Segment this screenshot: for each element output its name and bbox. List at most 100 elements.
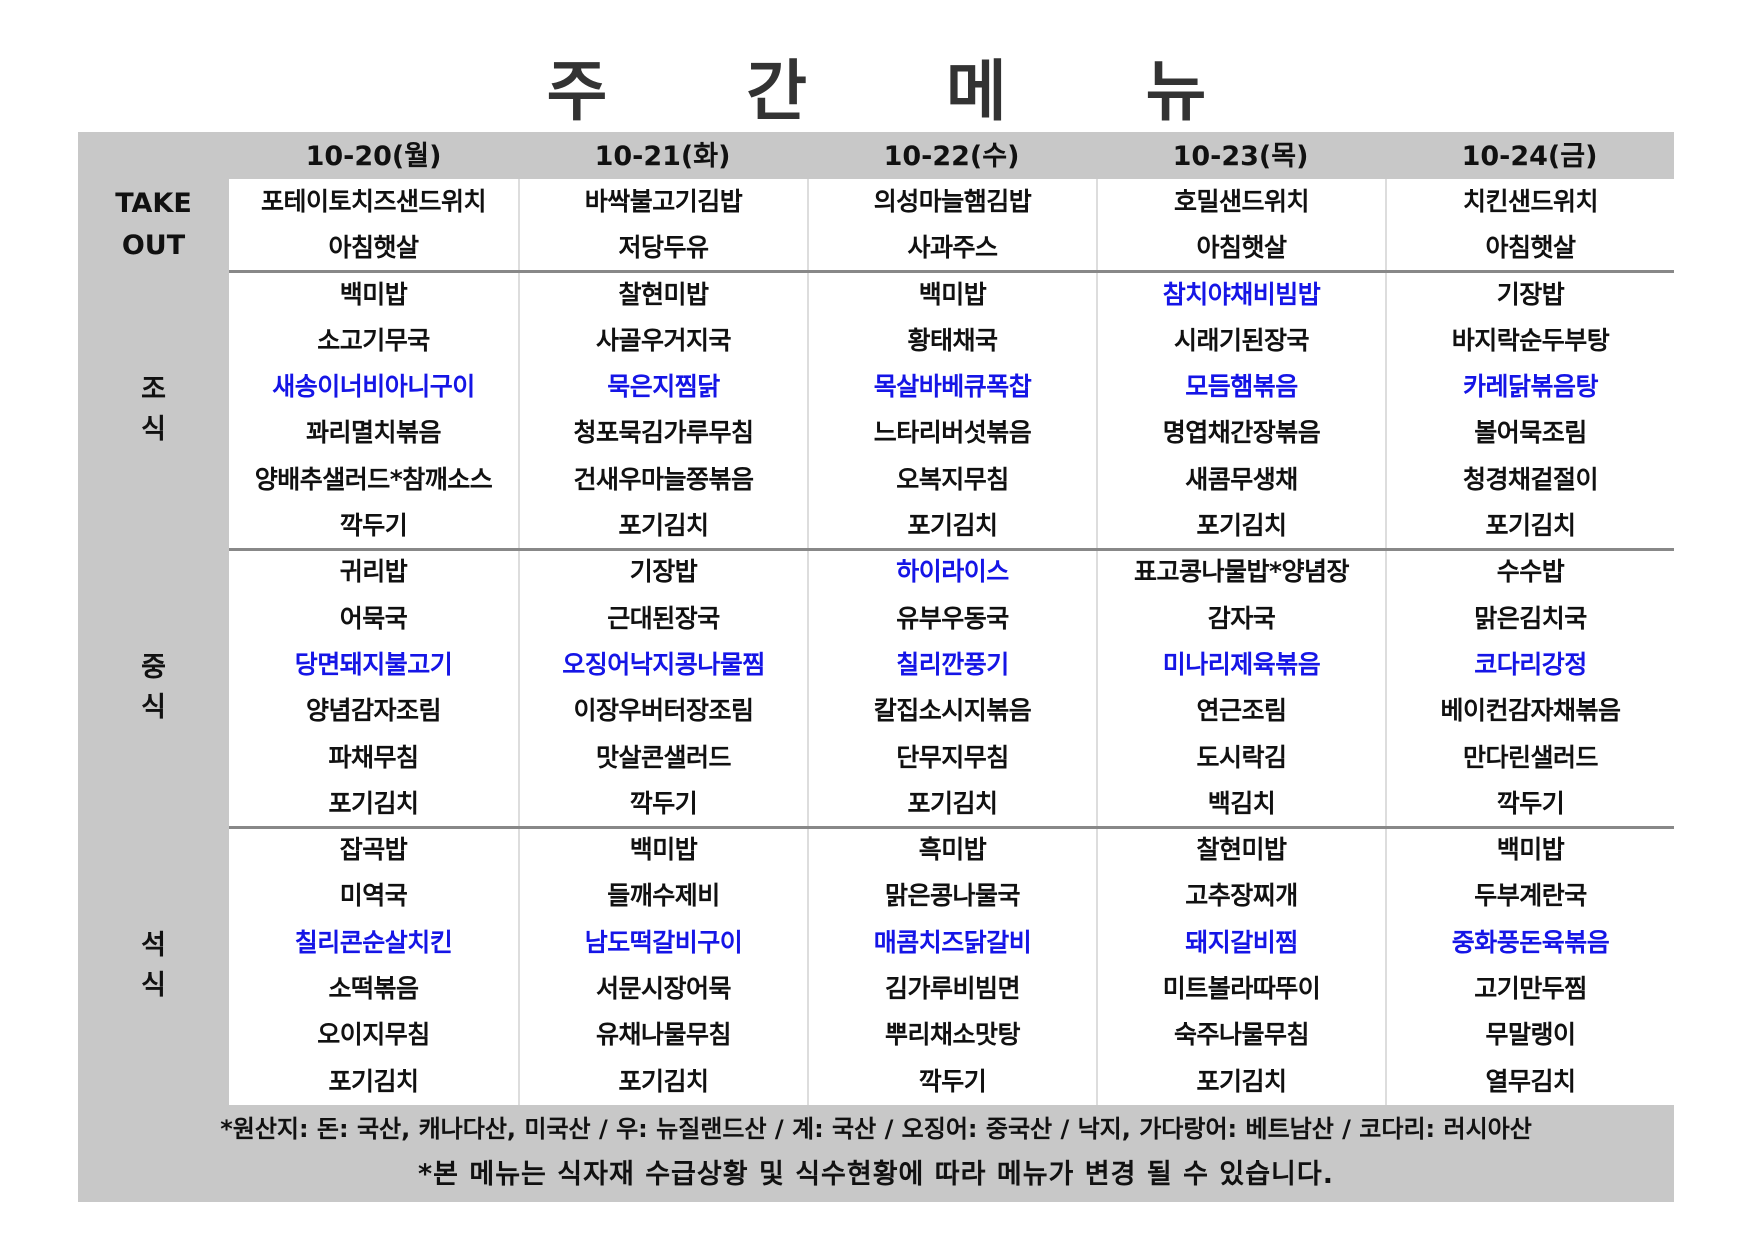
menu-item: 오이지무침: [317, 1020, 430, 1050]
menu-item: 포기김치: [1196, 511, 1287, 541]
menu-item: 저당두유: [618, 233, 709, 263]
menu-item: 기장밥: [629, 557, 698, 587]
menu-item: 유부우동국: [896, 603, 1009, 633]
day-header: 10-23(목): [1172, 141, 1309, 172]
meal-label: TAKE OUT: [78, 179, 229, 272]
page-title: 주 간 메 뉴: [546, 53, 1265, 130]
menu-item: 오복지무침: [896, 464, 1009, 494]
menu-item: 백미밥: [629, 835, 698, 865]
menu-item: 기장밥: [1496, 279, 1565, 309]
menu-item: 매콤치즈닭갈비: [873, 927, 1032, 957]
menu-item: 청경채겉절이: [1462, 464, 1599, 494]
menu-item: 미역국: [339, 881, 408, 911]
day-column: 참치야채비빔밥 시래기된장국 모듬햄볶음 명엽채간장볶음 새콤무생채 포기김치: [1096, 271, 1385, 550]
menu-item: 무말랭이: [1485, 1020, 1576, 1050]
meal-label-line: 식: [141, 970, 166, 1002]
menu-item: 포기김치: [328, 1066, 419, 1096]
menu-item: 감자국: [1207, 603, 1276, 633]
menu-item: 찰현미밥: [618, 279, 709, 309]
meal-label-line: 석: [141, 930, 166, 962]
menu-item: 근대된장국: [607, 603, 720, 633]
menu-item: 시래기된장국: [1173, 325, 1310, 355]
menu-item: 치킨샌드위치: [1462, 187, 1599, 216]
menu-item: 모듬햄볶음: [1185, 372, 1298, 402]
menu-item: 깍두기: [339, 511, 408, 541]
menu-item: 볼어묵조림: [1474, 418, 1587, 448]
menu-item: 꽈리멸치볶음: [305, 418, 442, 448]
meal-divider: [229, 825, 1674, 829]
menu-item: 호밀샌드위치: [1173, 187, 1310, 216]
origin-note: *원산지: 돈: 국산, 캐나다산, 미국산 / 우: 뉴질랜드산 / 계: 국…: [220, 1115, 1532, 1143]
menu-item: 당면돼지불고기: [294, 649, 453, 679]
menu-item: 하이라이스: [896, 557, 1009, 587]
meal-label-line: 중: [141, 652, 166, 684]
menu-item: 돼지갈비찜: [1185, 927, 1298, 957]
day-column: 찰현미밥 사골우거지국 묵은지찜닭 청포묵김가루무침 건새우마늘쫑볶음 포기김치: [518, 271, 807, 550]
menu-item: 두부계란국: [1474, 881, 1587, 911]
menu-item: 포기김치: [1196, 1066, 1287, 1096]
menu-item: 고추장찌개: [1185, 881, 1298, 911]
menu-item: 고기만두찜: [1474, 974, 1587, 1004]
menu-item: 백미밥: [918, 279, 987, 309]
menu-item: 남도떡갈비구이: [584, 927, 743, 957]
menu-item: 찰현미밥: [1196, 835, 1287, 865]
menu-item: 잡곡밥: [339, 835, 408, 865]
menu-item: 맑은김치국: [1474, 603, 1587, 633]
menu-item: 의성마늘햄김밥: [873, 187, 1032, 216]
day-header: 10-22(수): [883, 141, 1020, 172]
menu-item: 카레닭볶음탕: [1462, 372, 1599, 402]
day-header: 10-24(금): [1461, 141, 1598, 172]
meal-label-line: 식: [141, 692, 166, 724]
menu-item: 미나리제육볶음: [1162, 649, 1321, 679]
meal-divider: [229, 270, 1674, 274]
menu-change-notice: *본 메뉴는 식자재 수급상황 및 식수현황에 따라 메뉴가 변경 될 수 있습…: [418, 1159, 1334, 1190]
menu-item: 맛살콘샐러드: [595, 742, 732, 772]
day-column: 백미밥 두부계란국 중화풍돈육볶음 고기만두찜 무말랭이 열무김치: [1385, 827, 1674, 1105]
day-column: 하이라이스 유부우동국 칠리깐풍기 칼집소시지볶음 단무지무침 포기김치: [807, 549, 1096, 828]
menu-item: 청포묵김가루무침: [573, 418, 754, 448]
menu-item: 김가루비빔면: [884, 974, 1021, 1004]
menu-item: 칼집소시지볶음: [873, 696, 1032, 726]
menu-item: 바싹불고기김밥: [584, 187, 743, 216]
day-column: 치킨샌드위치 아침햇살: [1385, 179, 1674, 272]
menu-item: 사과주스: [907, 233, 998, 263]
menu-item: 코다리강정: [1474, 649, 1587, 679]
menu-item: 이장우버터장조림: [573, 696, 754, 726]
menu-item: 참치야채비빔밥: [1162, 279, 1321, 309]
menu-item: 포기김치: [907, 788, 998, 818]
menu-item: 칠리콘순살치킨: [294, 927, 453, 957]
menu-item: 소떡볶음: [328, 974, 419, 1004]
menu-item: 포기김치: [1485, 511, 1576, 541]
menu-item: 바지락순두부탕: [1451, 325, 1610, 355]
menu-item: 흑미밥: [918, 835, 987, 865]
day-column: 기장밥 근대된장국 오징어낙지콩나물찜 이장우버터장조림 맛살콘샐러드 깍두기: [518, 549, 807, 828]
menu-item: 수수밥: [1496, 557, 1565, 587]
menu-item: 숙주나물무침: [1173, 1020, 1310, 1050]
menu-item: 도시락김: [1196, 742, 1287, 772]
meal-block: 잡곡밥 미역국 칠리콘순살치킨 소떡볶음 오이지무침 포기김치 백미밥 들깨수제비 남도떡갈비구…: [229, 827, 1674, 1105]
day-column: 백미밥 황태채국 목살바베큐폭찹 느타리버섯볶음 오복지무침 포기김치: [807, 271, 1096, 550]
menu-item: 어묵국: [339, 603, 408, 633]
menu-item: 양념감자조림: [305, 696, 442, 726]
menu-item: 포기김치: [618, 511, 709, 541]
menu-item: 황태채국: [907, 325, 998, 355]
menu-item: 양배추샐러드*참깨소스: [254, 464, 493, 494]
menu-item: 새송이너비아니구이: [272, 372, 475, 402]
menu-item: 유채나물무침: [595, 1020, 732, 1050]
menu-item: 백김치: [1207, 788, 1276, 818]
day-column: 포테이토치즈샌드위치 아침햇살: [229, 179, 518, 272]
menu-item: 만다린샐러드: [1462, 742, 1599, 772]
day-column: 찰현미밥 고추장찌개 돼지갈비찜 미트볼라따뚜이 숙주나물무침 포기김치: [1096, 827, 1385, 1105]
menu-item: 연근조림: [1196, 696, 1287, 726]
menu-item: 백미밥: [1496, 835, 1565, 865]
meal-label-line: TAKE: [115, 188, 192, 220]
menu-item: 소고기무국: [317, 325, 430, 355]
day-column: 수수밥 맑은김치국 코다리강정 베이컨감자채볶음 만다린샐러드 깍두기: [1385, 549, 1674, 828]
meal-divider: [229, 547, 1674, 551]
